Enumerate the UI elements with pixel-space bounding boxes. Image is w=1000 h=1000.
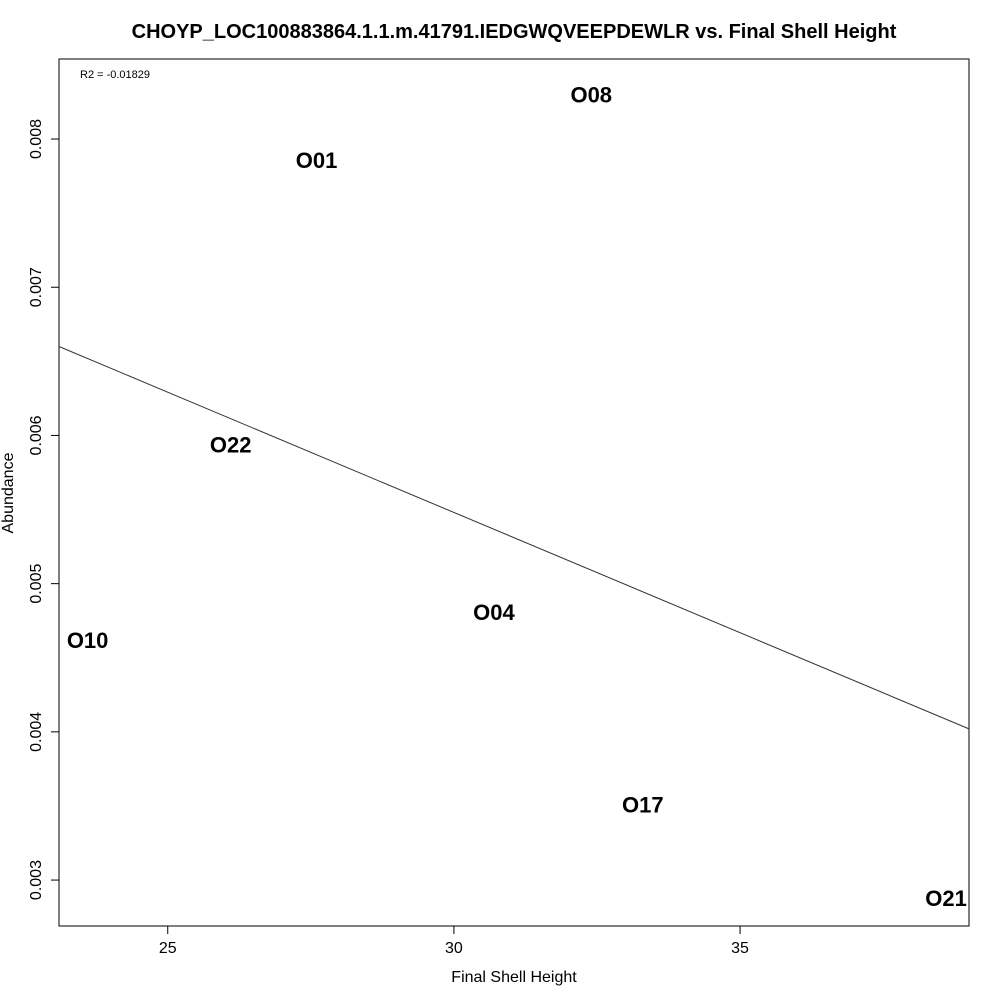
- y-tick-label: 0.008: [28, 119, 45, 159]
- x-tick-label: 25: [159, 940, 177, 957]
- point-label-o21: O21: [925, 886, 967, 911]
- x-axis-label: Final Shell Height: [451, 969, 577, 986]
- y-tick-label: 0.003: [28, 860, 45, 900]
- y-axis-label: Abundance: [0, 452, 17, 533]
- r2-annotation: R2 = -0.01829: [80, 69, 150, 81]
- regression-line: [58, 346, 970, 730]
- plot-frame: [58, 58, 970, 927]
- data-points: O08 O01 O22 O04 O10 O17 O21: [67, 83, 967, 911]
- y-axis: 0.003 0.004 0.005 0.006 0.007 0.008: [28, 119, 59, 900]
- x-axis: 25 30 35: [159, 926, 749, 957]
- y-tick-label: 0.004: [28, 712, 45, 752]
- y-tick-label: 0.005: [28, 564, 45, 604]
- x-tick-label: 35: [731, 940, 749, 957]
- regression-line-group: [58, 346, 970, 730]
- point-label-o17: O17: [622, 792, 664, 817]
- point-label-o10: O10: [67, 628, 109, 653]
- point-label-o01: O01: [296, 148, 338, 173]
- point-label-o08: O08: [570, 83, 612, 108]
- y-tick-label: 0.007: [28, 267, 45, 307]
- chart-title: CHOYP_LOC100883864.1.1.m.41791.IEDGWQVEE…: [132, 21, 897, 43]
- point-label-o04: O04: [473, 600, 515, 625]
- point-label-o22: O22: [210, 432, 252, 457]
- y-tick-label: 0.006: [28, 415, 45, 455]
- x-tick-label: 30: [445, 940, 463, 957]
